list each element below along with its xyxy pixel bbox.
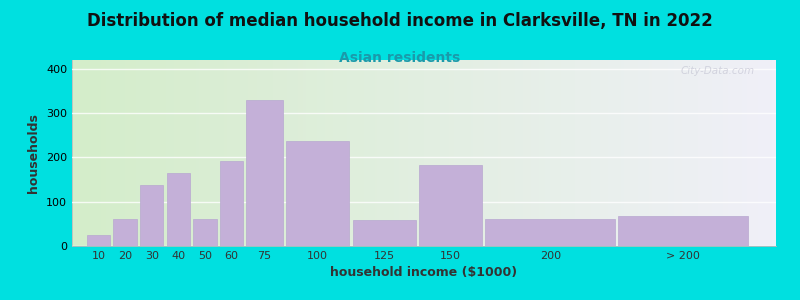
Bar	[140, 185, 163, 246]
Bar	[166, 173, 190, 246]
Text: City-Data.com: City-Data.com	[681, 66, 755, 76]
Bar	[286, 141, 350, 246]
Bar	[419, 165, 482, 246]
Bar	[486, 219, 615, 246]
Bar	[353, 220, 416, 246]
Text: Distribution of median household income in Clarksville, TN in 2022: Distribution of median household income …	[87, 12, 713, 30]
Bar	[618, 216, 748, 246]
Bar	[193, 218, 217, 246]
Bar	[114, 219, 137, 246]
X-axis label: household income ($1000): household income ($1000)	[330, 266, 518, 279]
Bar	[87, 235, 110, 246]
Bar	[220, 161, 243, 246]
Bar	[246, 100, 283, 246]
Text: Asian residents: Asian residents	[339, 51, 461, 65]
Y-axis label: households: households	[27, 113, 41, 193]
